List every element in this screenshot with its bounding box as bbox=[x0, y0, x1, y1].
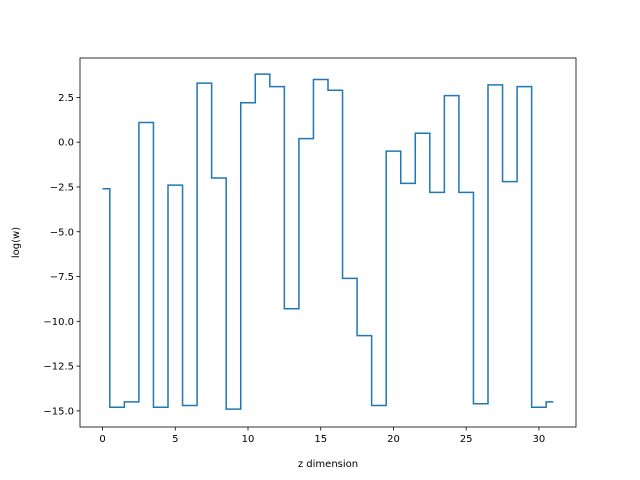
y-tick-label: 2.5 bbox=[58, 93, 74, 104]
x-tick-label: 15 bbox=[314, 434, 327, 445]
series-layer bbox=[102, 73, 554, 410]
y-axis-label: log(w) bbox=[11, 227, 22, 258]
y-tick-label: −5.0 bbox=[50, 227, 74, 238]
y-tick-label: −10.0 bbox=[43, 317, 74, 328]
x-axis-label: z dimension bbox=[298, 459, 358, 470]
y-axis: −15.0 −12.5 −10.0 −7.5 −5.0 −2.5 0.0 2.5 bbox=[43, 93, 80, 417]
x-tick-label: 5 bbox=[172, 434, 178, 445]
x-tick-label: 10 bbox=[242, 434, 255, 445]
x-tick-label: 0 bbox=[99, 434, 105, 445]
y-tick-label: −12.5 bbox=[43, 362, 74, 373]
axes-frame bbox=[79, 57, 577, 428]
y-tick-label: −2.5 bbox=[50, 182, 74, 193]
x-axis: 0 5 10 15 20 25 30 bbox=[99, 427, 545, 445]
x-tick-label: 25 bbox=[460, 434, 473, 445]
y-tick-label: −7.5 bbox=[50, 272, 74, 283]
y-tick-label: 0.0 bbox=[58, 138, 74, 149]
x-tick-label: 30 bbox=[533, 434, 546, 445]
y-tick-label: −15.0 bbox=[43, 406, 74, 417]
series-line-0 bbox=[102, 73, 554, 410]
x-tick-label: 20 bbox=[387, 434, 400, 445]
